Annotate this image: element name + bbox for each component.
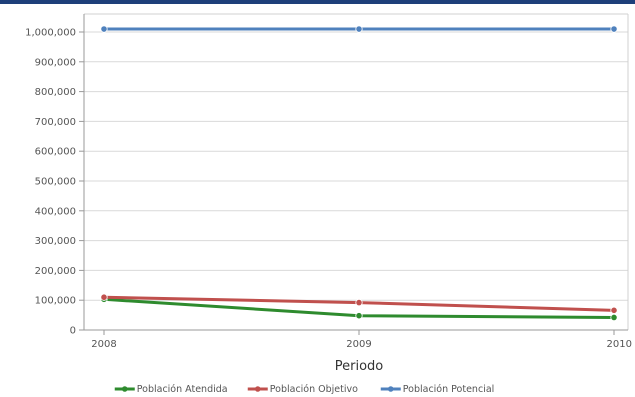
data-point[interactable] — [610, 313, 618, 322]
legend-item[interactable]: Población Potencial — [380, 384, 495, 395]
y-axis: 0 100,000 200,000 300,000 400,000 500,000 600,… — [25, 14, 85, 337]
legend-item[interactable]: Población Objetivo — [247, 384, 358, 395]
y-tick-label: 500,000 — [35, 177, 76, 188]
y-tick-label: 100,000 — [35, 296, 76, 307]
legend-marker — [387, 386, 394, 392]
x-axis-title: Periodo — [335, 359, 384, 374]
x-tick-label: 2009 — [346, 339, 371, 350]
x-tick-label: 2010 — [607, 339, 632, 350]
header-strip — [0, 0, 635, 4]
data-point[interactable] — [355, 25, 363, 33]
legend-marker — [254, 386, 261, 392]
y-tick-label: 800,000 — [35, 87, 76, 98]
y-tick-label: 300,000 — [35, 236, 76, 247]
y-tick-label: 400,000 — [35, 206, 76, 217]
y-tick-label: 600,000 — [35, 147, 76, 158]
y-tick-label: 700,000 — [35, 117, 76, 128]
gridlines — [84, 13, 629, 330]
y-tick-label: 900,000 — [35, 57, 76, 68]
data-point[interactable] — [355, 312, 363, 320]
data-point[interactable] — [100, 25, 108, 33]
y-tick-label: 200,000 — [35, 266, 76, 277]
y-tick-label: 0 — [70, 326, 76, 337]
legend-label: Población Potencial — [403, 384, 495, 395]
legend-label: Población Atendida — [137, 384, 228, 395]
legend-label: Población Objetivo — [270, 384, 358, 395]
y-tick-label: 1,000,000 — [25, 28, 76, 39]
data-point[interactable] — [355, 298, 363, 307]
data-point[interactable] — [610, 306, 618, 314]
legend-item[interactable]: Población Atendida — [114, 384, 228, 395]
x-tick-label: 2008 — [91, 339, 116, 350]
data-point[interactable] — [610, 25, 618, 33]
data-point[interactable] — [100, 293, 108, 301]
x-axis: 2008 2009 2010 — [84, 329, 632, 350]
legend-marker — [121, 386, 128, 392]
legend[interactable]: Población Atendida Población Objetivo Pobl… — [114, 384, 495, 395]
series-lines — [100, 25, 618, 322]
